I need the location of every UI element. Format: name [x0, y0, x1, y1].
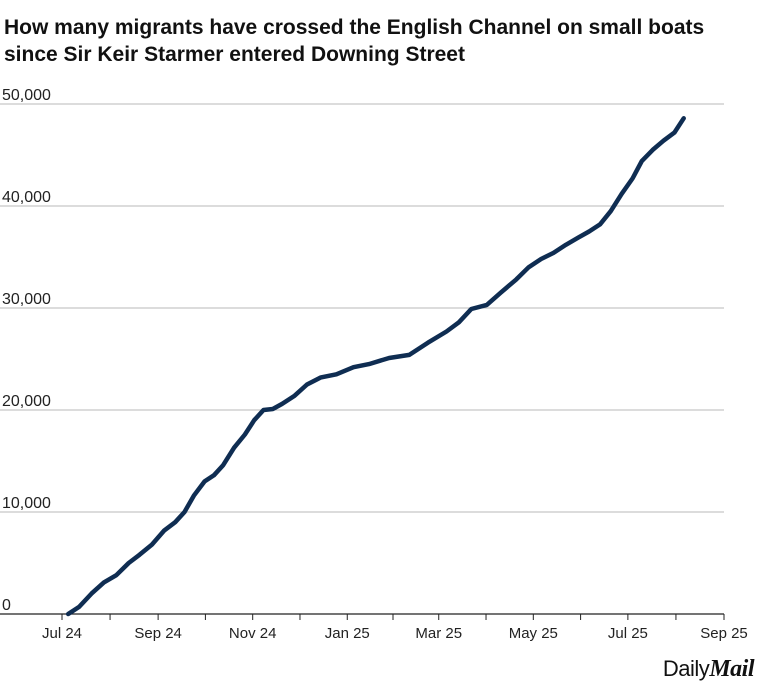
- chart-title-line-2: since Sir Keir Starmer entered Downing S…: [4, 43, 465, 66]
- x-tick-label: Jan 25: [325, 625, 370, 642]
- series-line-crossings: [65, 116, 686, 617]
- y-tick-label: 20,000: [2, 393, 51, 410]
- x-tick-label: Jul 24: [42, 625, 82, 642]
- y-tick-label: 0: [2, 597, 11, 614]
- daily-mail-logo: DailyMail: [662, 656, 755, 683]
- line-chart: 0 10,000 20,000 30,000 40,000 50,000 Jul 24 Se…: [0, 87, 748, 642]
- x-axis-ticks: Jul 24 Sep 24 Nov 24 Jan 25 Mar 25 May 25 Jul …: [42, 614, 748, 642]
- gridlines: [0, 103, 724, 513]
- x-tick-label: Nov 24: [229, 625, 277, 642]
- logo-mail-text: Mail: [709, 656, 754, 682]
- x-tick-label: Sep 25: [700, 625, 748, 642]
- logo-daily-text: Daily: [662, 656, 710, 681]
- y-axis-ticks: 0 10,000 20,000 30,000 40,000 50,000: [2, 87, 51, 614]
- x-tick-label: Jul 25: [608, 625, 648, 642]
- x-tick-label: May 25: [509, 625, 558, 642]
- y-tick-label: 30,000: [2, 291, 51, 308]
- y-tick-label: 40,000: [2, 189, 51, 206]
- chart-title: How many migrants have crossed the Engli…: [4, 14, 770, 68]
- x-tick-label: Sep 24: [134, 625, 182, 642]
- chart-title-line-1: How many migrants have crossed the Engli…: [4, 16, 705, 39]
- y-tick-label: 10,000: [2, 495, 51, 512]
- y-tick-label: 50,000: [2, 87, 51, 104]
- x-tick-label: Mar 25: [415, 625, 462, 642]
